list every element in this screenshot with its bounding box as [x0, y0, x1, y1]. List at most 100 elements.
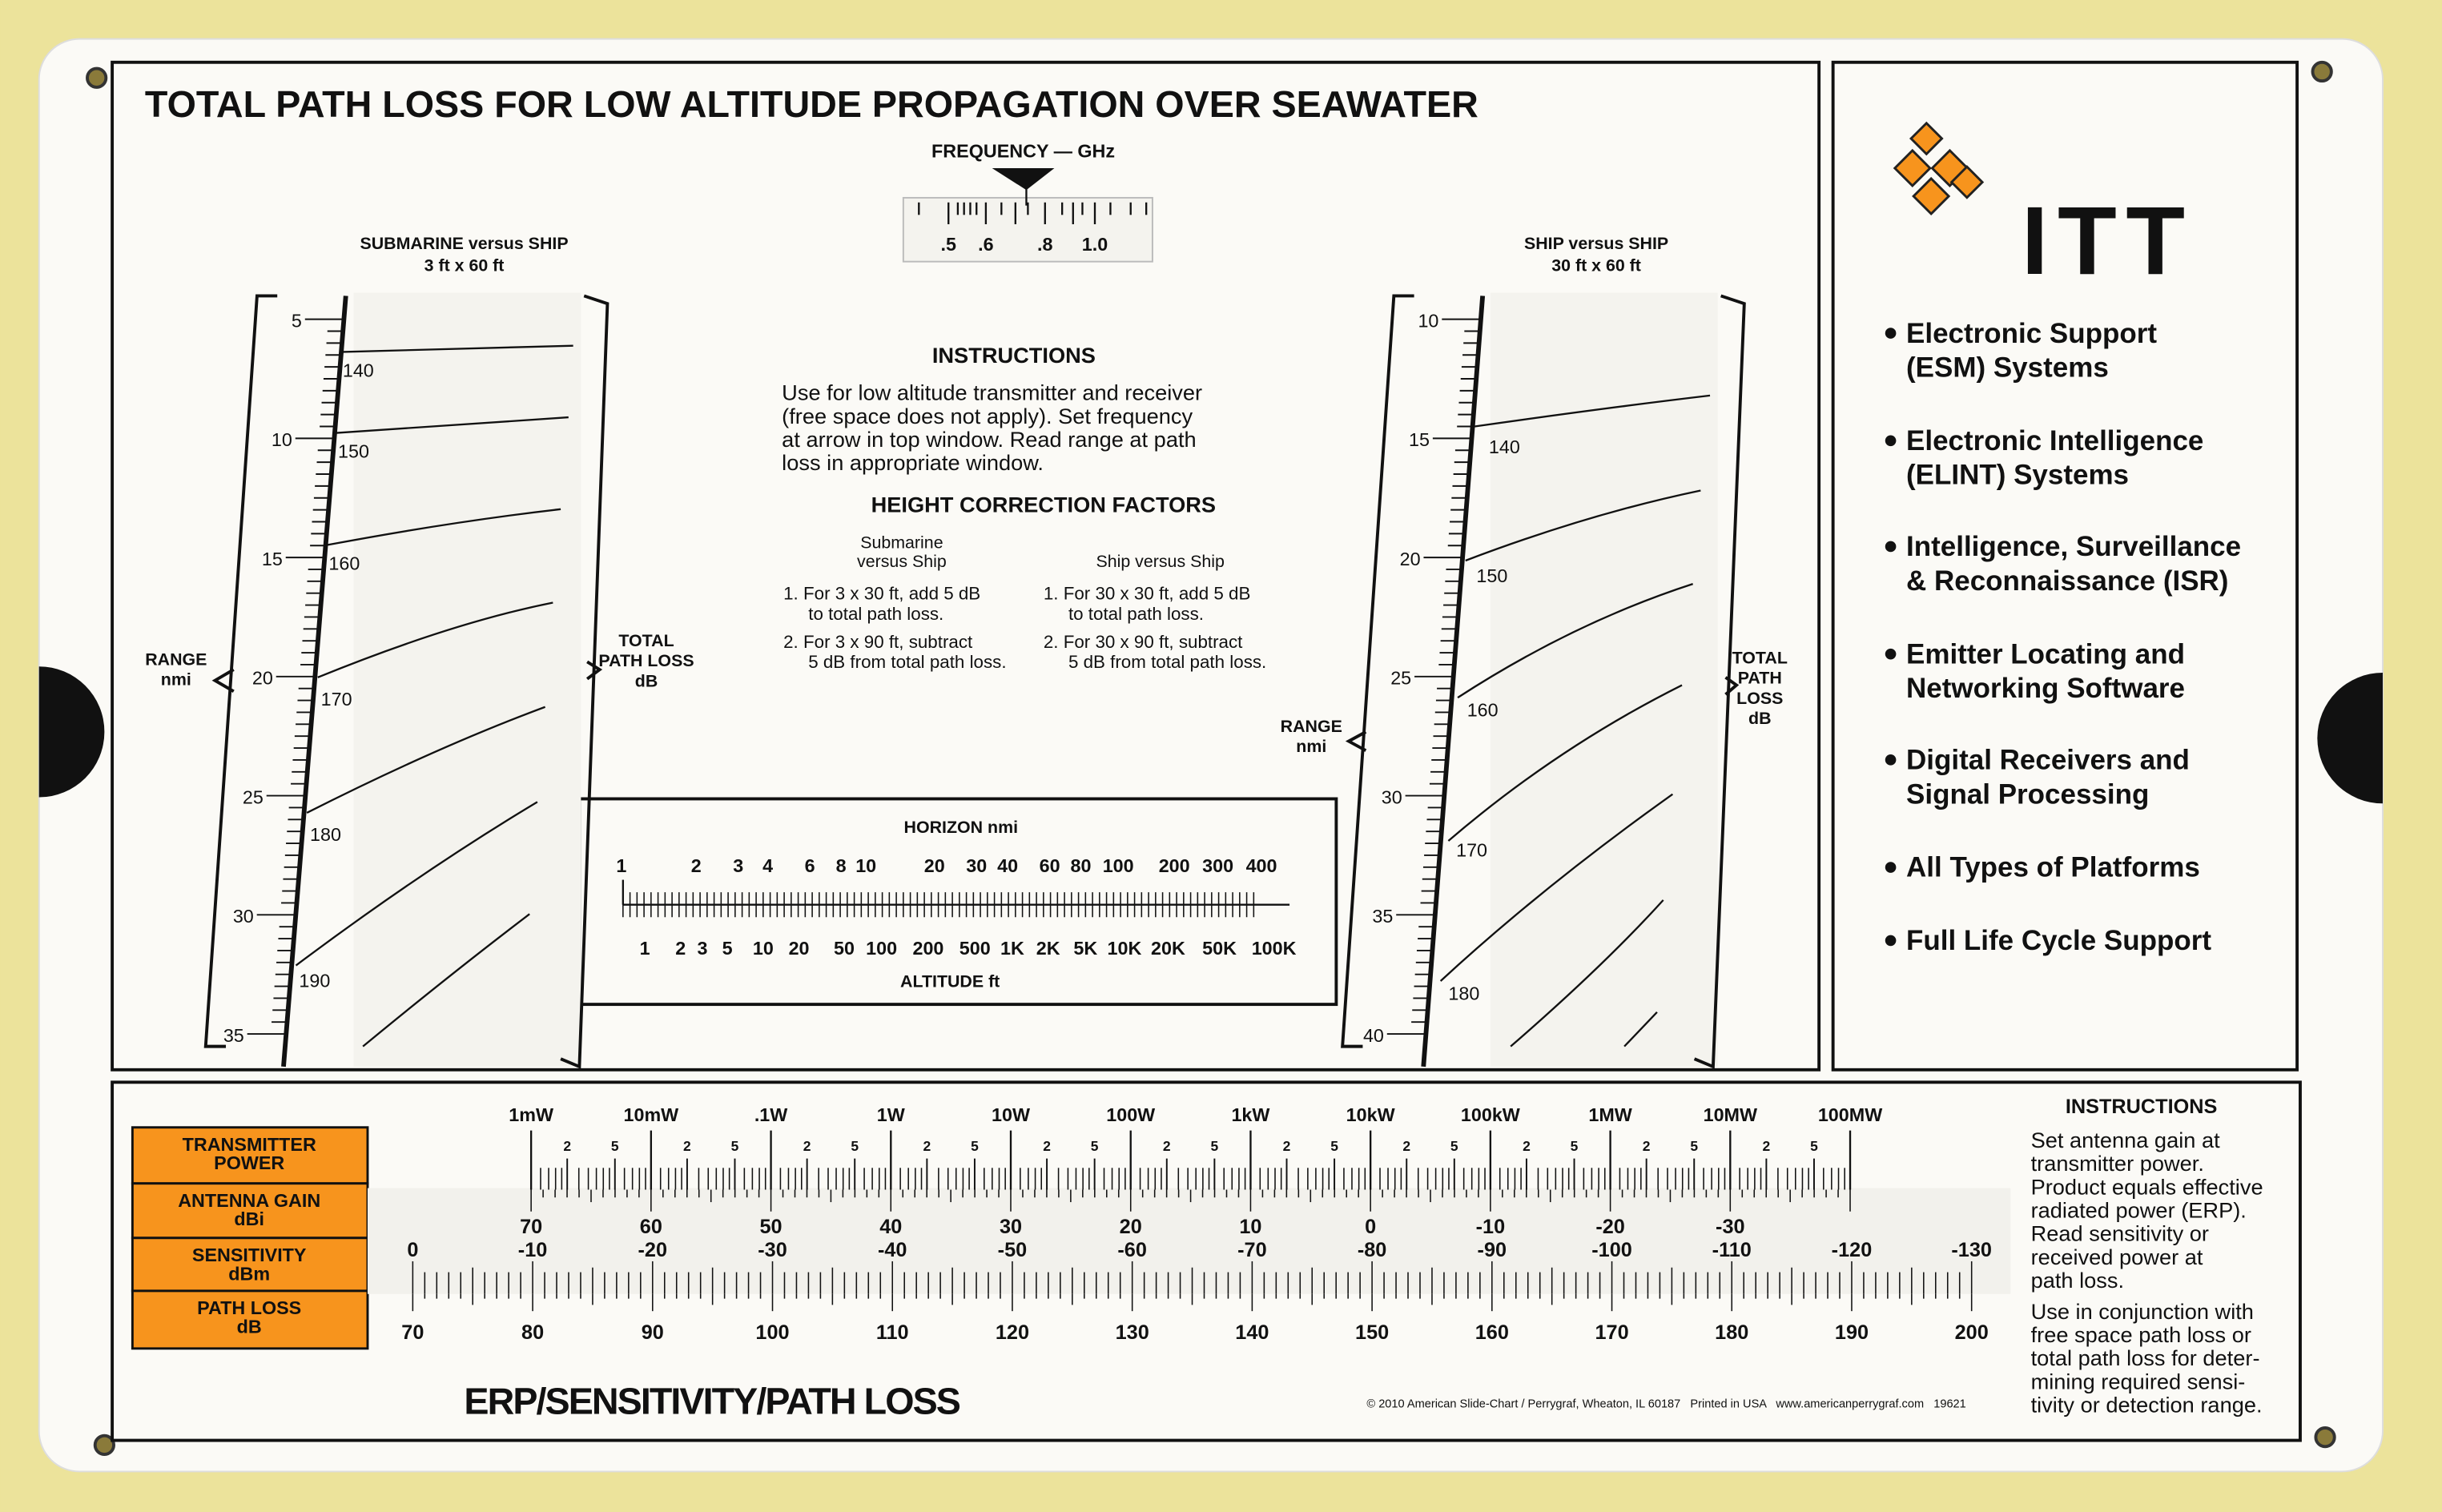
right-slot — [2317, 672, 2384, 804]
scale-title: SUBMARINE versus SHIP — [360, 234, 568, 253]
range-value: 30 — [1382, 786, 1402, 807]
loss-label: dB — [1748, 709, 1772, 728]
loss-value: 160 — [1467, 699, 1499, 720]
erp-instruction-line: Product equals effective — [2031, 1174, 2263, 1199]
sensitivity-value: -110 — [1712, 1239, 1752, 1261]
erp-slide[interactable] — [367, 1188, 2011, 1294]
scale-window[interactable] — [1490, 292, 1718, 1067]
power-value: 10mW — [623, 1104, 678, 1125]
loss-curve — [1510, 899, 1664, 1048]
bullet-icon — [1885, 935, 1897, 947]
triangle-down-icon — [992, 167, 1055, 191]
submarine-vs-ship-scale: SUBMARINE versus SHIP 3 ft x 60 ft 5 10 15 20… — [145, 234, 694, 1069]
power-sub-label: 2 — [1523, 1138, 1531, 1154]
altitude-value: 100K — [1252, 938, 1297, 959]
power-value: .1W — [754, 1104, 787, 1125]
loss-curve — [362, 913, 530, 1048]
altitude-value: 50 — [834, 938, 855, 959]
gain-value: -10 — [1476, 1216, 1506, 1238]
range-label: nmi — [1296, 737, 1326, 756]
path-loss-value: 170 — [1595, 1321, 1628, 1344]
loss-curve — [1473, 394, 1711, 428]
erp-row-label: ANTENNA GAIN — [178, 1190, 320, 1211]
capability-item: Electronic Intelligence — [1906, 425, 2203, 456]
instruction-line: Use for low altitude transmitter and rec… — [782, 380, 1202, 405]
power-sub-label: 5 — [1330, 1138, 1338, 1154]
capability-item: Emitter Locating and — [1906, 638, 2185, 670]
power-sub-label: 5 — [1450, 1138, 1458, 1154]
capability-item: (ELINT) Systems — [1906, 460, 2129, 491]
sensitivity-value: -130 — [1951, 1239, 1992, 1261]
altitude-value: 10K — [1108, 938, 1142, 959]
power-value: 100MW — [1818, 1104, 1882, 1125]
path-loss-value: 190 — [1835, 1321, 1869, 1344]
path-loss-value: 90 — [642, 1321, 664, 1344]
gain-value: 30 — [1000, 1216, 1022, 1238]
loss-curve — [295, 801, 538, 967]
path-loss-value: 150 — [1355, 1321, 1389, 1344]
correction-line: 1. For 30 x 30 ft, add 5 dB — [1044, 584, 1251, 604]
power-sub-label: 5 — [1690, 1138, 1698, 1154]
erp-instructions-heading: INSTRUCTIONS — [2066, 1096, 2218, 1118]
range-value: 30 — [233, 906, 254, 927]
horizon-nmi-value: 30 — [966, 855, 987, 876]
altitude-value: 20K — [1151, 938, 1185, 959]
loss-curve — [1447, 684, 1683, 842]
power-sub-label: 2 — [1643, 1138, 1651, 1154]
sensitivity-value: -100 — [1591, 1239, 1632, 1261]
range-value: 35 — [1372, 906, 1393, 927]
path-loss-value: 80 — [521, 1321, 544, 1344]
gain-value: 10 — [1239, 1216, 1261, 1238]
instructions-text: Use for low altitude transmitter and rec… — [782, 380, 1202, 475]
erp-instruction-line: mining required sensi- — [2031, 1369, 2246, 1393]
altitude-value: 2K — [1036, 938, 1060, 959]
sensitivity-value: 0 — [407, 1239, 418, 1261]
horizon-nmi-value: 4 — [762, 855, 773, 876]
frequency-tick-label: 1.0 — [1082, 234, 1108, 255]
power-value: 1mW — [509, 1104, 553, 1125]
power-value: 1MW — [1588, 1104, 1631, 1125]
path-loss-value: 200 — [1955, 1321, 1989, 1344]
horizon-nmi-value: 20 — [924, 855, 945, 876]
bullet-icon — [1885, 435, 1897, 447]
erp-instruction-line: received power at — [2031, 1245, 2203, 1269]
bullet-icon — [1885, 328, 1897, 339]
power-value: 10kW — [1346, 1104, 1395, 1125]
range-value: 25 — [243, 786, 264, 807]
loss-curve — [317, 601, 553, 678]
erp-instruction-line: radiated power (ERP). — [2031, 1198, 2247, 1223]
sensitivity-value: -120 — [1832, 1239, 1873, 1261]
power-value: 100W — [1106, 1104, 1155, 1125]
range-label: RANGE — [145, 649, 207, 669]
loss-value: 180 — [310, 824, 341, 845]
altitude-value: 1K — [1000, 938, 1024, 959]
horizon-nmi-value: 200 — [1159, 855, 1190, 876]
sensitivity-value: -60 — [1117, 1239, 1147, 1261]
instructions-heading: INSTRUCTIONS — [932, 343, 1096, 368]
path-loss-value: 120 — [996, 1321, 1029, 1344]
gain-value: -30 — [1716, 1216, 1745, 1238]
gain-value: 40 — [879, 1216, 902, 1238]
erp-instruction-line: Read sensitivity or — [2031, 1221, 2209, 1246]
frequency-label: FREQUENCY — GHz — [931, 140, 1115, 161]
loss-curve — [342, 344, 573, 353]
capability-item: & Reconnaissance (ISR) — [1906, 565, 2228, 597]
loss-value: 170 — [321, 689, 352, 710]
range-value: 5 — [292, 310, 302, 331]
range-value: 35 — [223, 1025, 244, 1046]
col1-head: Submarine — [860, 533, 943, 552]
sensitivity-value: -30 — [758, 1239, 787, 1261]
capability-item: Networking Software — [1906, 673, 2185, 704]
range-label: nmi — [161, 670, 191, 690]
power-value: 100kW — [1461, 1104, 1520, 1125]
scale-window[interactable] — [353, 292, 581, 1067]
instruction-line: (free space does not apply). Set frequen… — [782, 404, 1193, 428]
correction-line: 2. For 3 x 90 ft, subtract — [783, 632, 973, 652]
altitude-value: 1 — [640, 938, 650, 959]
itt-logo-icon — [1893, 121, 1985, 216]
sensitivity-value: -10 — [518, 1239, 548, 1261]
loss-value: 190 — [299, 971, 330, 991]
